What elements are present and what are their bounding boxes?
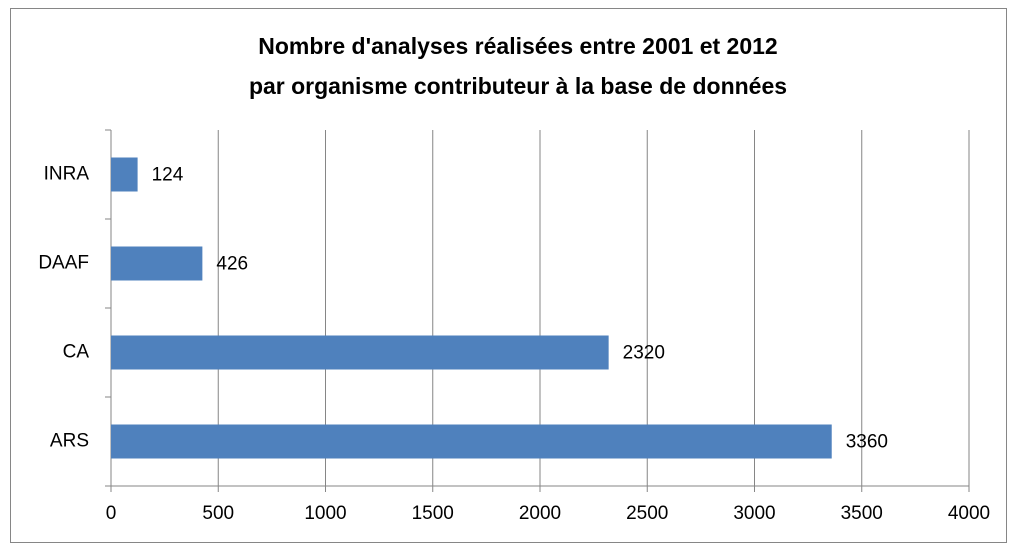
- x-tick-label: 1000: [304, 503, 346, 524]
- x-tick-label: 4000: [948, 503, 990, 524]
- data-label: 124: [152, 165, 184, 186]
- bar: [111, 246, 203, 281]
- x-tick-label: 3500: [841, 503, 883, 524]
- x-tick-label: 2500: [626, 503, 668, 524]
- y-tick-label: CA: [63, 342, 90, 363]
- data-label: 2320: [623, 343, 665, 364]
- x-tick-label: 500: [202, 503, 234, 524]
- data-label: 426: [216, 254, 248, 275]
- y-tick-label: DAAF: [38, 253, 89, 274]
- x-tick-label: 1500: [412, 503, 454, 524]
- y-tick-label: ARS: [50, 431, 89, 452]
- chart-title: par organisme contributeur à la base de …: [249, 73, 787, 99]
- x-tick-label: 3000: [733, 503, 775, 524]
- y-tick-label: INRA: [44, 164, 90, 185]
- bar: [111, 157, 138, 192]
- x-tick-label: 0: [106, 503, 117, 524]
- bar: [111, 424, 832, 459]
- x-tick-label: 2000: [519, 503, 561, 524]
- bar: [111, 335, 609, 370]
- data-label: 3360: [846, 432, 888, 453]
- chart-title: Nombre d'analyses réalisées entre 2001 e…: [258, 33, 777, 59]
